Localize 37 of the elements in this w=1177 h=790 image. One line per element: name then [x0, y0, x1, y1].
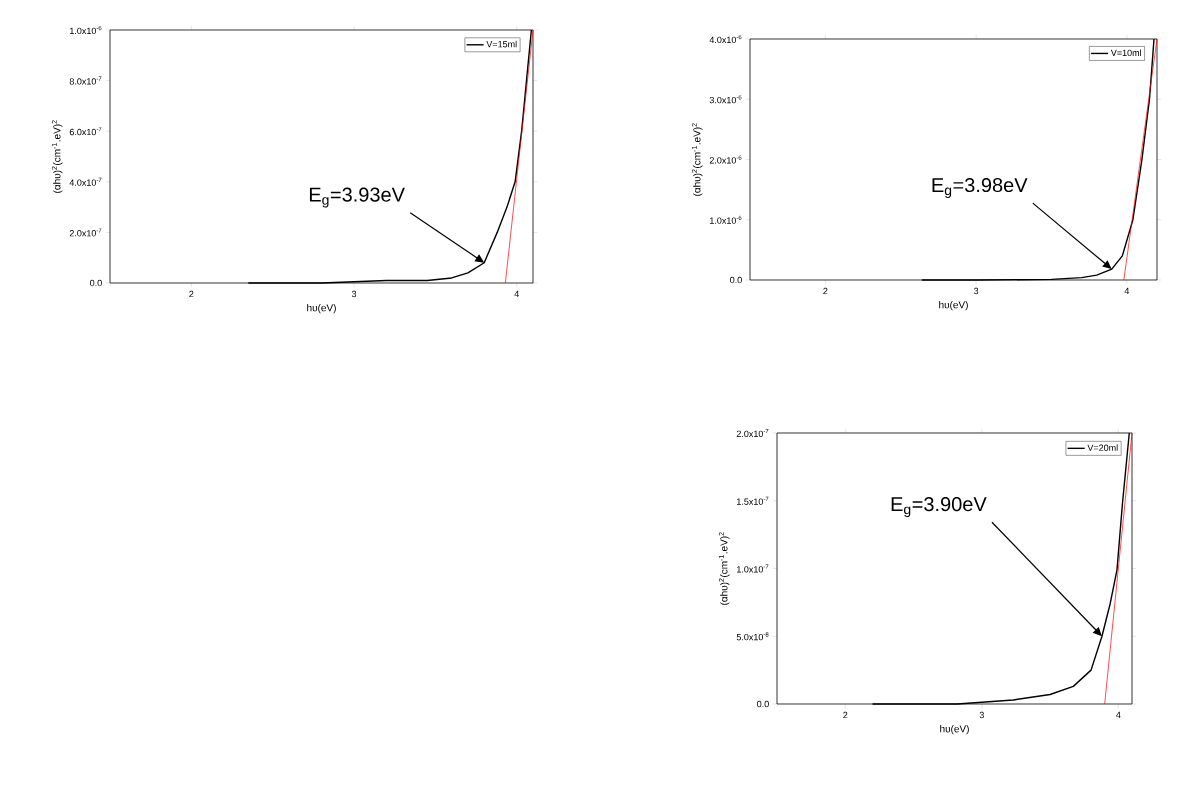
y-tick-label: 5.0x10$^{-8}$ — [736, 632, 769, 641]
y-tick-label: 2.0x10$^{-6}$ — [709, 155, 742, 164]
y-axis-title: (αhυ)$^{2}$(cm$^{-1}$.eV)$^{2}$ — [718, 532, 730, 605]
y-tick-label: 0.0 — [730, 276, 742, 284]
x-tick-label: 3 — [973, 287, 979, 295]
legend-label: V=20ml — [1087, 444, 1118, 451]
x-tick-label: 3 — [351, 290, 357, 298]
y-tick-label: 1.0x10$^{-6}$ — [70, 25, 102, 35]
y-tick-label: 1.0x10$^{-7}$ — [737, 564, 769, 573]
annotation: E$_{g}$=3.98eV — [932, 177, 1028, 198]
x-tick-label: 2 — [843, 711, 848, 719]
x-tick-label: 2 — [823, 287, 828, 295]
annotation: E$_{g}$=3.93eV — [309, 187, 405, 208]
y-tick-label: 2.0x10$^{-7}$ — [69, 228, 102, 237]
x-axis-title: hυ(eV) — [307, 304, 336, 314]
y-axis-title: (αhυ)$^{2}$(cm$^{-1}$.eV)$^{2}$ — [691, 123, 703, 196]
x-axis-title: hυ(eV) — [940, 725, 969, 735]
y-tick-label: 1.5x10$^{-7}$ — [737, 496, 769, 505]
y-tick-label: 4.0x10$^{-7}$ — [69, 177, 102, 186]
annotation: E$_{g}$=3.90eV — [891, 497, 987, 518]
y-tick-label: 3.0x10$^{-6}$ — [709, 95, 742, 104]
y-tick-label: 8.0x10$^{-7}$ — [69, 76, 102, 85]
x-tick-label: 3 — [979, 711, 984, 719]
legend-label: V=10ml — [1110, 49, 1141, 57]
x-tick-label: 2 — [189, 290, 194, 298]
x-axis-title: hυ(eV) — [939, 301, 968, 311]
y-tick-label: 2.0x10$^{-7}$ — [736, 428, 769, 438]
y-tick-label: 1.0x10$^{-6}$ — [710, 215, 742, 224]
y-tick-label: 4.0x10$^{-6}$ — [709, 34, 742, 44]
y-axis-title: (αhυ)$^{2}$(cm$^{-1}$.eV)$^{2}$ — [51, 120, 63, 193]
x-tick-label: 4 — [1116, 711, 1121, 718]
y-tick-label: 0.0 — [90, 279, 102, 287]
x-tick-label: 4 — [1124, 287, 1130, 294]
y-tick-label: 6.0x10$^{-7}$ — [69, 127, 102, 136]
legend-label: V=15ml — [486, 40, 517, 48]
y-tick-label: 0.0 — [757, 700, 769, 708]
x-tick-label: 4 — [514, 290, 519, 297]
